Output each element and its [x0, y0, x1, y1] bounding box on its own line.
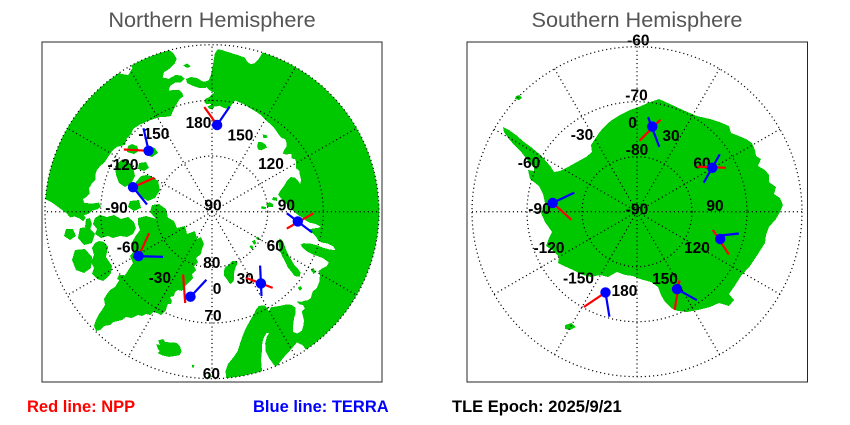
- svg-text:90: 90: [204, 198, 221, 215]
- svg-text:-90: -90: [528, 201, 550, 218]
- svg-text:-60: -60: [518, 155, 540, 172]
- svg-text:90: 90: [278, 198, 295, 215]
- svg-text:120: 120: [684, 240, 710, 257]
- svg-text:0: 0: [628, 115, 637, 132]
- svg-text:30: 30: [237, 271, 254, 288]
- svg-text:80: 80: [203, 255, 220, 272]
- svg-text:60: 60: [267, 238, 284, 255]
- svg-text:90: 90: [706, 198, 723, 215]
- svg-text:-30: -30: [571, 127, 593, 144]
- svg-text:60: 60: [693, 156, 710, 173]
- svg-text:0: 0: [213, 281, 222, 298]
- svg-text:-90: -90: [626, 202, 648, 219]
- svg-text:-90: -90: [105, 200, 127, 217]
- svg-text:-30: -30: [149, 270, 171, 287]
- svg-text:-60: -60: [627, 33, 649, 50]
- svg-text:120: 120: [258, 156, 284, 173]
- svg-text:-150: -150: [563, 270, 594, 287]
- svg-text:-60: -60: [117, 240, 139, 257]
- svg-text:-120: -120: [533, 240, 564, 257]
- svg-text:150: 150: [652, 271, 678, 288]
- svg-text:30: 30: [662, 128, 679, 145]
- svg-text:180: 180: [186, 115, 212, 132]
- svg-text:-70: -70: [625, 87, 647, 104]
- svg-text:60: 60: [203, 366, 220, 383]
- svg-text:150: 150: [227, 128, 253, 145]
- svg-text:180: 180: [611, 283, 637, 300]
- svg-text:70: 70: [204, 308, 221, 325]
- svg-text:-80: -80: [626, 142, 648, 159]
- svg-text:-120: -120: [107, 157, 138, 174]
